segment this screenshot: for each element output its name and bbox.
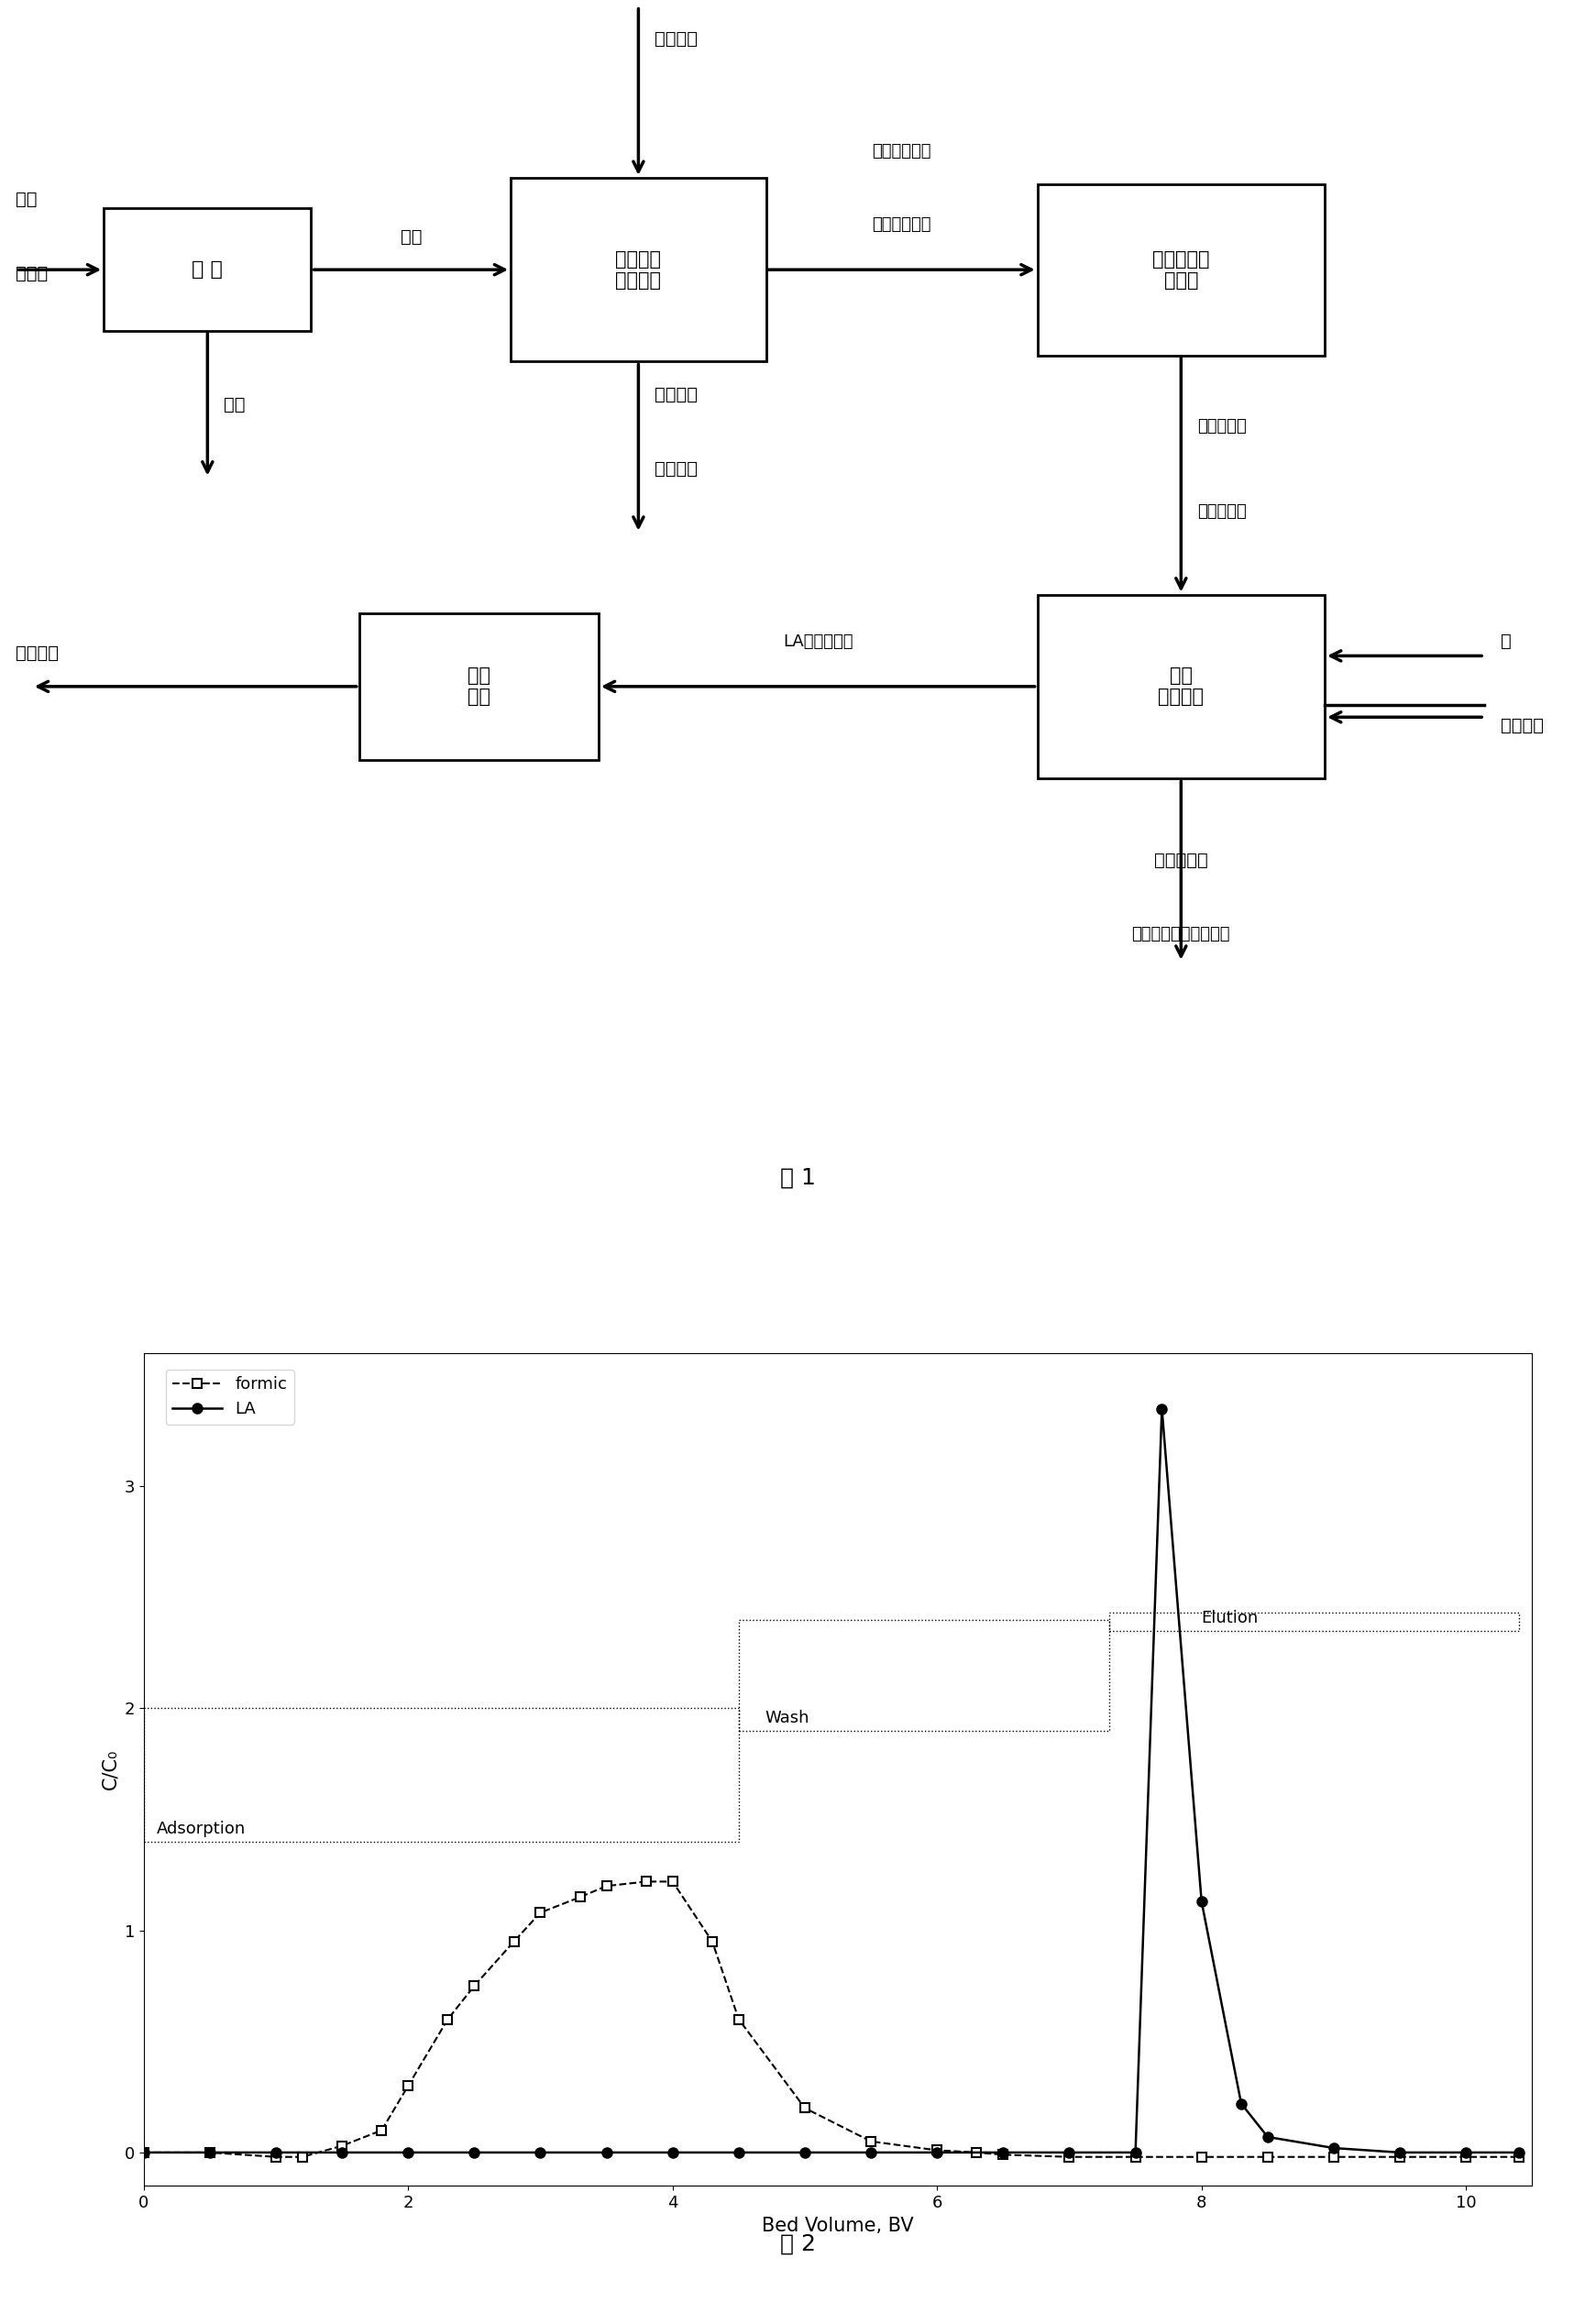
FancyBboxPatch shape [1037, 594, 1325, 779]
LA [134, 2140, 153, 2167]
LA [1390, 2140, 1409, 2167]
Text: 滤渣: 滤渣 [223, 396, 244, 414]
Text: 乙酰丙酸、: 乙酰丙酸、 [1197, 419, 1246, 435]
Text: 酸及少量色素: 酸及少量色素 [871, 217, 932, 234]
LA [464, 2140, 484, 2167]
formic [464, 1973, 484, 2001]
LA [200, 2140, 219, 2167]
LA [1457, 2140, 1476, 2167]
Text: 水解液: 水解液 [16, 264, 48, 282]
FancyBboxPatch shape [1037, 185, 1325, 356]
LA [927, 2140, 946, 2167]
Text: 图 2: 图 2 [780, 2232, 816, 2255]
formic [332, 2133, 351, 2160]
Text: 水: 水 [1500, 631, 1511, 650]
LA [1510, 2140, 1529, 2167]
formic [531, 1899, 551, 1927]
Bar [1109, 1612, 1519, 1631]
formic [200, 2140, 219, 2167]
Bar [739, 1619, 1109, 1730]
LA [1125, 2140, 1144, 2167]
LA [399, 2140, 418, 2167]
Text: Wash: Wash [764, 1709, 809, 1725]
LA [531, 2140, 551, 2167]
LA [1192, 1887, 1211, 1915]
LA [729, 2140, 749, 2167]
formic [1510, 2144, 1529, 2172]
formic [994, 2142, 1013, 2170]
FancyBboxPatch shape [359, 613, 598, 761]
X-axis label: Bed Volume, BV: Bed Volume, BV [761, 2216, 915, 2234]
LA [795, 2140, 814, 2167]
formic [439, 2005, 458, 2033]
Text: 弱碱阴离
子交换柱: 弱碱阴离 子交换柱 [616, 250, 661, 289]
formic [292, 2144, 311, 2172]
formic [729, 2005, 749, 2033]
Text: 乙醇一水: 乙醇一水 [1500, 717, 1543, 736]
formic [1457, 2144, 1476, 2172]
LA [994, 2140, 1013, 2167]
formic [1325, 2144, 1344, 2172]
Text: 水、甲酸: 水、甲酸 [654, 30, 697, 49]
Legend: formic, LA: formic, LA [166, 1369, 294, 1425]
LA [1325, 2135, 1344, 2163]
formic [1390, 2144, 1409, 2172]
formic [134, 2140, 153, 2167]
formic [504, 1927, 523, 1954]
formic [1125, 2144, 1144, 2172]
Text: 单糖: 单糖 [16, 192, 37, 208]
formic [399, 2072, 418, 2100]
formic [927, 2137, 946, 2165]
Text: 减压
浓缩: 减压 浓缩 [468, 666, 490, 705]
Y-axis label: C/C₀: C/C₀ [101, 1749, 120, 1790]
FancyBboxPatch shape [104, 208, 311, 331]
formic [795, 2093, 814, 2121]
LA [662, 2140, 681, 2167]
Text: 乙酰丙酸: 乙酰丙酸 [16, 645, 59, 662]
formic [1258, 2144, 1277, 2172]
Bar [144, 1709, 739, 1841]
Text: 图 1: 图 1 [780, 1168, 816, 1189]
LA [332, 2140, 351, 2167]
FancyBboxPatch shape [511, 178, 766, 361]
LA [1232, 2089, 1251, 2116]
LA [1258, 2123, 1277, 2151]
Text: 乙酰丙酸、甲: 乙酰丙酸、甲 [871, 143, 932, 160]
formic [662, 1867, 681, 1894]
Text: 大孔吸附树
脂脱色: 大孔吸附树 脂脱色 [1152, 250, 1210, 289]
LA [267, 2140, 286, 2167]
Text: 甲酸水溶液: 甲酸水溶液 [1154, 851, 1208, 870]
formic [597, 1871, 616, 1899]
formic [862, 2128, 881, 2156]
Text: 残糖及未: 残糖及未 [654, 386, 697, 402]
Text: LA乙醇水溶液: LA乙醇水溶液 [784, 634, 852, 650]
formic [570, 1883, 589, 1911]
LA [1152, 1395, 1171, 1422]
formic [372, 2116, 391, 2144]
Text: 知产物等: 知产物等 [654, 460, 697, 476]
Text: （离子交换柱洗脱剂）: （离子交换柱洗脱剂） [1132, 925, 1231, 941]
formic [1060, 2144, 1079, 2172]
formic [637, 1867, 656, 1894]
formic [267, 2144, 286, 2172]
LA [862, 2140, 881, 2167]
Text: Adsorption: Adsorption [156, 1820, 246, 1837]
Text: 甲酸混合液: 甲酸混合液 [1197, 504, 1246, 520]
formic [1192, 2144, 1211, 2172]
LA [1060, 2140, 1079, 2167]
Text: 过 滤: 过 滤 [192, 261, 223, 280]
formic [967, 2140, 986, 2167]
Line: LA: LA [139, 1404, 1524, 2158]
Text: Elution: Elution [1202, 1610, 1259, 1626]
Text: 滤液: 滤液 [401, 227, 421, 245]
formic [702, 1927, 721, 1954]
Text: 颗粒
活性炭柱: 颗粒 活性炭柱 [1159, 666, 1203, 705]
Line: formic: formic [139, 1878, 1524, 2160]
LA [597, 2140, 616, 2167]
